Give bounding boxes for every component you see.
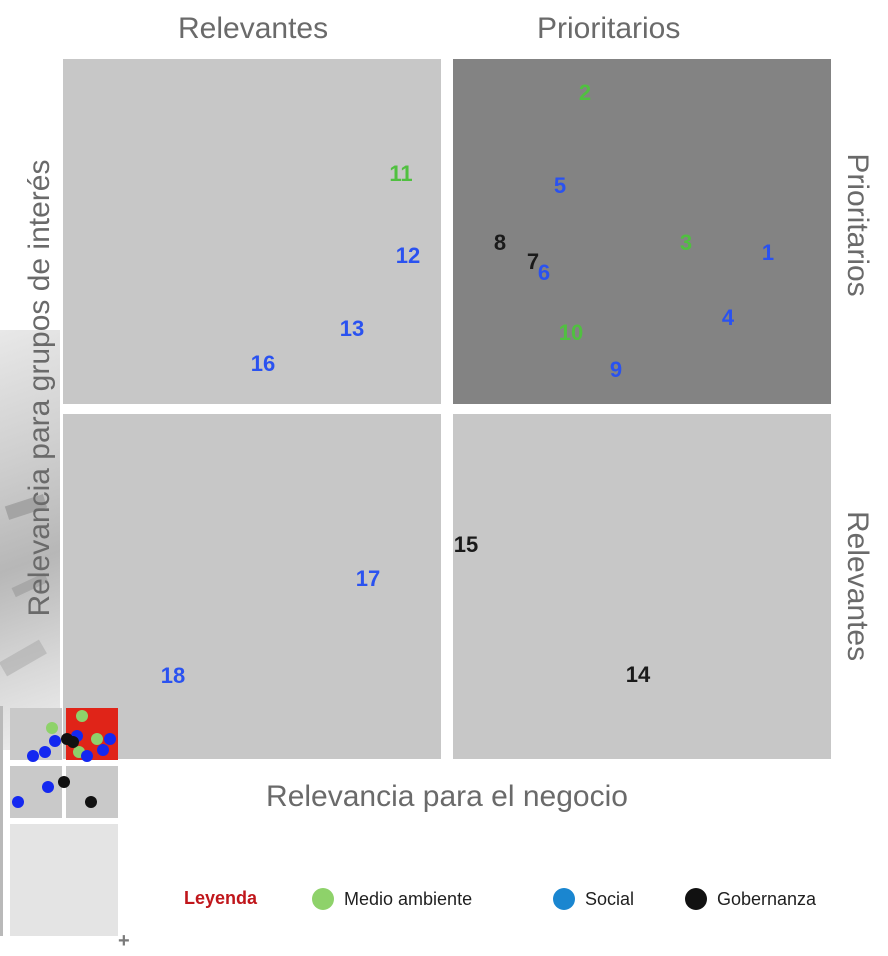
item-6: 6 <box>537 260 551 285</box>
item-2: 2 <box>578 80 592 105</box>
column-header-prioritarios: Prioritarios <box>537 12 681 45</box>
mini-dot <box>58 776 70 788</box>
item-1: 1 <box>761 240 775 265</box>
mini-dot <box>104 733 116 745</box>
legend-dot-social <box>553 888 575 910</box>
quadrant-bottom-right <box>453 414 831 759</box>
column-header-relevantes: Relevantes <box>178 12 329 45</box>
mini-dot <box>85 796 97 808</box>
y-axis-label: Relevancia para grupos de interés <box>23 159 56 617</box>
mini-cell-middle-left <box>10 766 62 818</box>
item-18: 18 <box>160 663 186 688</box>
item-13: 13 <box>339 316 365 341</box>
mini-dot <box>46 722 58 734</box>
item-9: 9 <box>609 357 623 382</box>
background-photo <box>0 330 60 750</box>
legend-label-medio-ambiente: Medio ambiente <box>344 888 473 909</box>
quadrant-bottom-left <box>63 414 441 759</box>
legend-item-gobernanza: Gobernanza <box>685 888 816 910</box>
mini-dot <box>76 710 88 722</box>
item-10: 10 <box>558 320 584 345</box>
mini-dot <box>67 736 79 748</box>
mini-dot <box>12 796 24 808</box>
mini-cell-bottom <box>10 824 118 936</box>
legend-dot-gobernanza <box>685 888 707 910</box>
mini-dot <box>39 746 51 758</box>
mini-dot <box>97 744 109 756</box>
item-8: 8 <box>493 230 507 255</box>
item-16: 16 <box>250 351 276 376</box>
item-15: 15 <box>453 532 479 557</box>
plus-icon: + <box>118 930 130 952</box>
row-label-relevantes: Relevantes <box>841 511 874 662</box>
legend-title: Leyenda <box>184 888 258 908</box>
mini-map <box>0 706 120 936</box>
mini-dot <box>91 733 103 745</box>
item-12: 12 <box>395 243 421 268</box>
item-4: 4 <box>721 305 735 330</box>
legend-item-social: Social <box>553 888 634 910</box>
legend-dot-medio-ambiente <box>312 888 334 910</box>
mini-left-edge <box>0 706 3 936</box>
item-11: 11 <box>389 161 413 186</box>
item-3: 3 <box>679 230 693 255</box>
mini-dot <box>81 750 93 762</box>
legend-label-gobernanza: Gobernanza <box>717 888 817 909</box>
x-axis-label: Relevancia para el negocio <box>266 780 628 813</box>
item-7: 7 <box>526 249 540 274</box>
mini-dot <box>27 750 39 762</box>
legend-label-social: Social <box>585 888 635 909</box>
quadrant-top-right-priority <box>453 59 831 404</box>
item-14: 14 <box>625 662 651 687</box>
legend-item-medio-ambiente: Medio ambiente <box>312 888 472 910</box>
row-label-prioritarios: Prioritarios <box>841 153 874 297</box>
mini-dot <box>49 735 61 747</box>
item-5: 5 <box>553 173 567 198</box>
item-17: 17 <box>355 566 381 591</box>
quadrant-top-left <box>63 59 441 404</box>
mini-cell-middle-right <box>66 766 118 818</box>
mini-dot <box>42 781 54 793</box>
